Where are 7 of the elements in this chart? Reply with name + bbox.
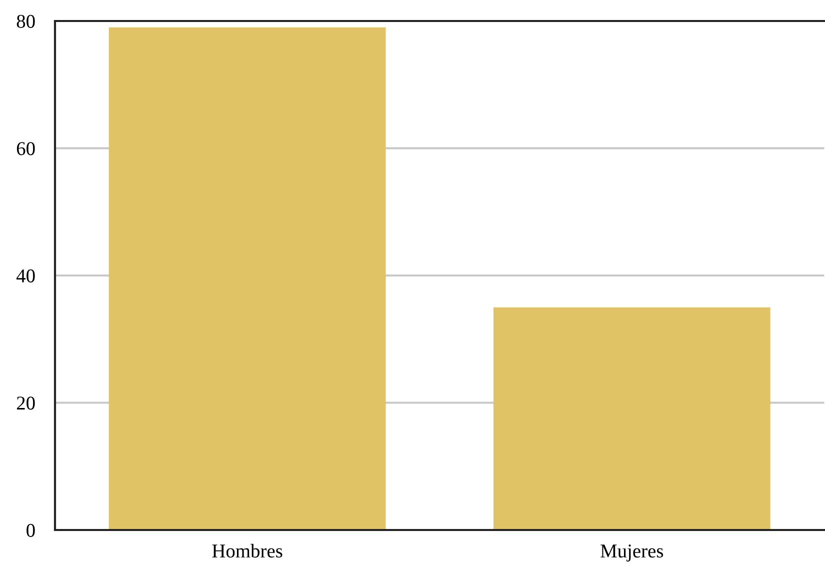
y-tick-label: 40 <box>16 269 35 282</box>
y-tick-label: 60 <box>16 142 35 156</box>
y-tick-label: 80 <box>16 14 35 28</box>
y-tick-label: 20 <box>16 396 35 410</box>
x-tick-label: Mujeres <box>600 544 664 562</box>
x-tick-label: Hombres <box>212 544 282 558</box>
y-tick-label: 0 <box>26 524 35 537</box>
